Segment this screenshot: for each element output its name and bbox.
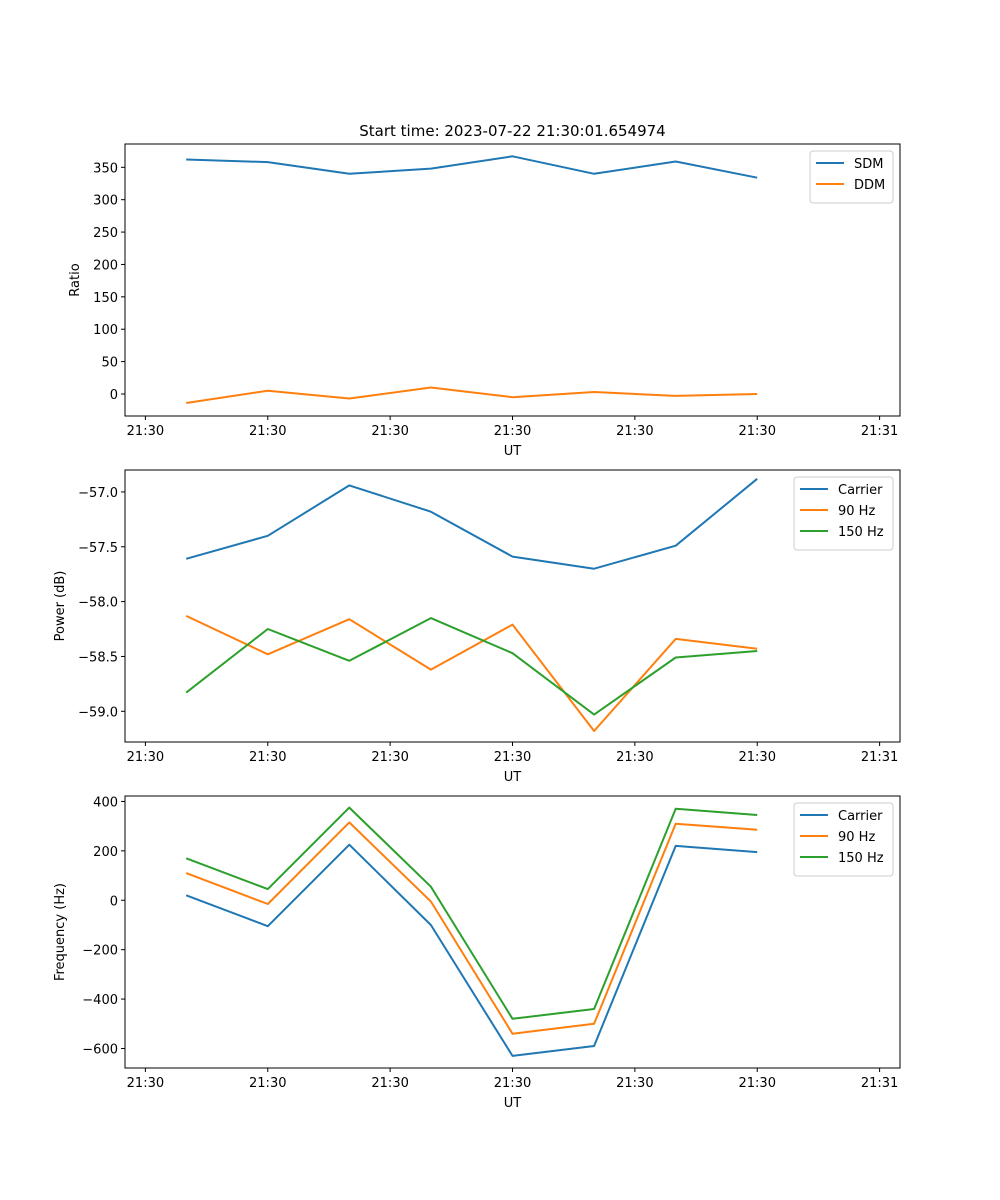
x-tick-label: 21:31 bbox=[861, 424, 898, 439]
y-tick-label: −600 bbox=[82, 1042, 118, 1057]
x-tick-label: 21:30 bbox=[249, 424, 286, 439]
x-tick-label: 21:30 bbox=[249, 750, 286, 765]
series-line-carrier bbox=[185, 478, 758, 570]
y-tick-label: −200 bbox=[82, 944, 118, 959]
x-tick-label: 21:30 bbox=[494, 1076, 531, 1091]
series-line-sdm bbox=[186, 155, 758, 179]
panel-3: 21:30 21:30 21:30 21:30 21:30 21:30 21:31 −600 −… bbox=[53, 795, 901, 1111]
chart-title: Start time: 2023-07-22 21:30:01.654974 bbox=[359, 122, 665, 140]
series-line-ddm bbox=[186, 386, 758, 404]
legend-label: 150 Hz bbox=[838, 851, 884, 866]
y-tick-label: 150 bbox=[93, 291, 118, 306]
legend-label: 150 Hz bbox=[838, 525, 884, 540]
y-tick-label: −59.0 bbox=[78, 705, 118, 720]
panel-2: 21:30 21:30 21:30 21:30 21:30 21:30 21:31 −59.0… bbox=[53, 469, 901, 785]
x-tick-label: 21:30 bbox=[616, 424, 653, 439]
x-tick-label: 21:30 bbox=[127, 1076, 164, 1091]
x-tick-label: 21:30 bbox=[739, 1076, 776, 1091]
y-tick-label: −57.5 bbox=[78, 541, 118, 556]
y-tick-label: −400 bbox=[82, 993, 118, 1008]
axes-frame bbox=[124, 143, 901, 417]
series-line-carrier bbox=[185, 843, 758, 1057]
y-axis-label: Frequency (Hz) bbox=[53, 883, 68, 981]
legend-label: SDM bbox=[854, 157, 883, 172]
legend: SDM DDM bbox=[809, 150, 894, 204]
x-tick-label: 21:30 bbox=[371, 424, 408, 439]
y-tick-label: 200 bbox=[93, 258, 118, 273]
x-tick-label: 21:30 bbox=[616, 750, 653, 765]
legend: Carrier 90 Hz 150 Hz bbox=[793, 802, 894, 877]
x-tick-label: 21:30 bbox=[371, 750, 408, 765]
legend-label: Carrier bbox=[838, 483, 883, 498]
legend-label: 90 Hz bbox=[838, 504, 875, 519]
y-tick-label: −57.0 bbox=[78, 486, 118, 501]
y-tick-label: 0 bbox=[110, 388, 118, 403]
legend-label: DDM bbox=[854, 178, 885, 193]
x-axis-label: UT bbox=[504, 1096, 522, 1111]
y-tick-label: 250 bbox=[93, 226, 118, 241]
legend-label: 90 Hz bbox=[838, 830, 875, 845]
x-tick-label: 21:30 bbox=[494, 424, 531, 439]
y-tick-label: 100 bbox=[93, 323, 118, 338]
y-tick-label: −58.5 bbox=[78, 650, 118, 665]
y-tick-label: 300 bbox=[93, 194, 118, 209]
series-line-150-hz bbox=[185, 617, 758, 716]
y-tick-label: 200 bbox=[93, 845, 118, 860]
x-tick-label: 21:30 bbox=[249, 1076, 286, 1091]
x-tick-label: 21:30 bbox=[739, 424, 776, 439]
y-axis-label: Ratio bbox=[68, 263, 83, 296]
axes-frame bbox=[124, 469, 901, 743]
axes-frame bbox=[124, 795, 901, 1069]
x-tick-label: 21:30 bbox=[739, 750, 776, 765]
x-tick-label: 21:30 bbox=[616, 1076, 653, 1091]
y-tick-label: 0 bbox=[110, 894, 118, 909]
series-line-150-hz bbox=[185, 806, 758, 1020]
legend-label: Carrier bbox=[838, 809, 883, 824]
x-tick-label: 21:30 bbox=[494, 750, 531, 765]
y-tick-label: 400 bbox=[93, 795, 118, 810]
x-tick-label: 21:30 bbox=[127, 424, 164, 439]
series-line-90-hz bbox=[185, 821, 758, 1035]
legend: Carrier 90 Hz 150 Hz bbox=[793, 476, 894, 551]
y-tick-label: 350 bbox=[93, 161, 118, 176]
series-line-90-hz bbox=[185, 614, 758, 732]
x-axis-label: UT bbox=[504, 770, 522, 785]
panel-1: 21:30 21:30 21:30 21:30 21:30 21:30 21:31 0 50 10… bbox=[68, 143, 901, 459]
x-tick-label: 21:31 bbox=[861, 750, 898, 765]
x-tick-label: 21:30 bbox=[371, 1076, 408, 1091]
x-tick-label: 21:31 bbox=[861, 1076, 898, 1091]
y-axis-label: Power (dB) bbox=[53, 571, 68, 642]
y-tick-label: −58.0 bbox=[78, 596, 118, 611]
x-axis-label: UT bbox=[504, 444, 522, 459]
y-tick-label: 50 bbox=[101, 356, 118, 371]
x-tick-label: 21:30 bbox=[127, 750, 164, 765]
